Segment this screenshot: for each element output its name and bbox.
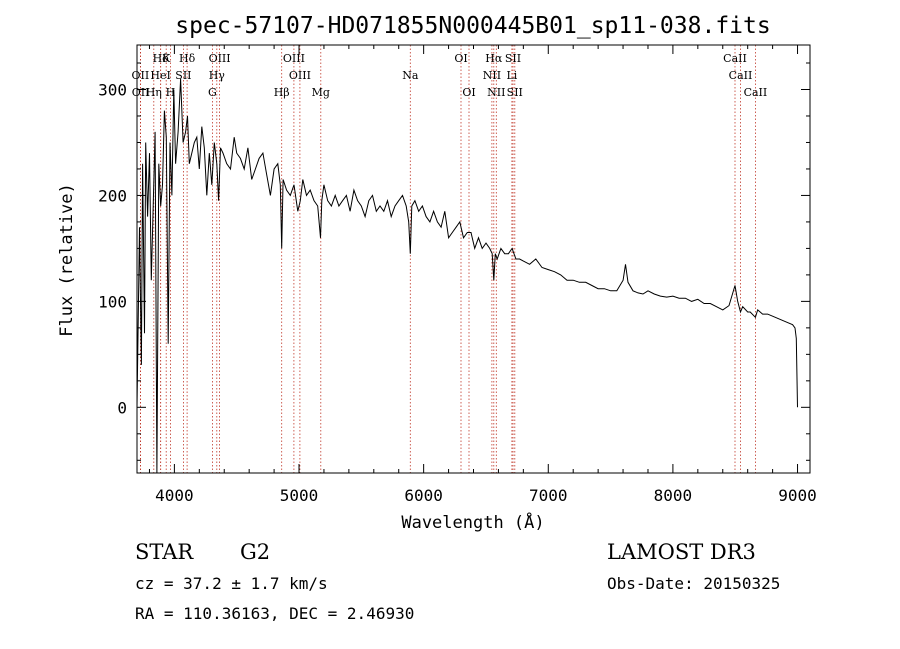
object-subclass: G2 <box>240 540 271 564</box>
marker-label: Hη <box>146 86 162 99</box>
x-tick-label: 8000 <box>654 486 693 505</box>
marker-label: Mg <box>312 86 330 99</box>
marker-label: Hγ <box>209 69 226 82</box>
x-tick-label: 9000 <box>778 486 817 505</box>
x-axis-ticks: 4000 5000 6000 7000 8000 9000 <box>148 45 817 505</box>
object-class: STAR <box>135 540 194 564</box>
y-tick-label: 100 <box>98 292 127 311</box>
plot-frame <box>136 44 811 474</box>
marker-label: K <box>162 52 171 65</box>
coordinates: RA = 110.36163, DEC = 2.46930 <box>135 604 415 623</box>
marker-label: OIII <box>289 69 311 82</box>
y-tick-label: 0 <box>117 398 127 417</box>
marker-label: SII <box>507 86 523 99</box>
x-tick-label: 4000 <box>155 486 194 505</box>
y-tick-label: 300 <box>98 80 127 99</box>
marker-label: OI <box>462 86 475 99</box>
marker-label: SII <box>505 52 521 65</box>
marker-label: OII <box>132 69 150 82</box>
marker-label: HeI <box>150 69 170 82</box>
survey-name: LAMOST DR3 <box>607 540 756 564</box>
marker-label: Li <box>506 69 517 82</box>
marker-label: SII <box>175 69 191 82</box>
marker-label: Hβ <box>274 86 290 99</box>
spectrum-line <box>136 78 798 474</box>
x-tick-label: 7000 <box>529 486 568 505</box>
marker-label: Hδ <box>179 52 196 65</box>
marker-label: OIII <box>283 52 305 65</box>
marker-label: H <box>166 86 176 99</box>
y-axis-ticks: 0 100 200 300 <box>98 62 810 461</box>
marker-label: CaII <box>729 69 753 82</box>
y-axis-label: Flux (relative) <box>57 183 77 337</box>
redshift-cz: cz = 37.2 ± 1.7 km/s <box>135 574 328 593</box>
chart-title: spec-57107-HD071855N000445B01_sp11-038.f… <box>175 13 770 39</box>
marker-label: OI <box>454 52 467 65</box>
x-tick-label: 5000 <box>280 486 319 505</box>
marker-label: NII <box>487 86 505 99</box>
marker-label: Na <box>402 69 419 82</box>
marker-label: CaII <box>723 52 747 65</box>
marker-label: G <box>208 86 217 99</box>
marker-label: NII <box>483 69 501 82</box>
x-tick-label: 6000 <box>404 486 443 505</box>
spectral-line-markers <box>139 45 756 473</box>
x-axis-label: Wavelength (Å) <box>401 511 544 533</box>
marker-label: Hα <box>485 52 503 65</box>
observation-date: Obs-Date: 20150325 <box>607 574 781 593</box>
marker-label: Hδ <box>153 52 170 65</box>
y-tick-label: 200 <box>98 186 127 205</box>
marker-label: OIII <box>209 52 231 65</box>
marker-label: CaII <box>744 86 768 99</box>
